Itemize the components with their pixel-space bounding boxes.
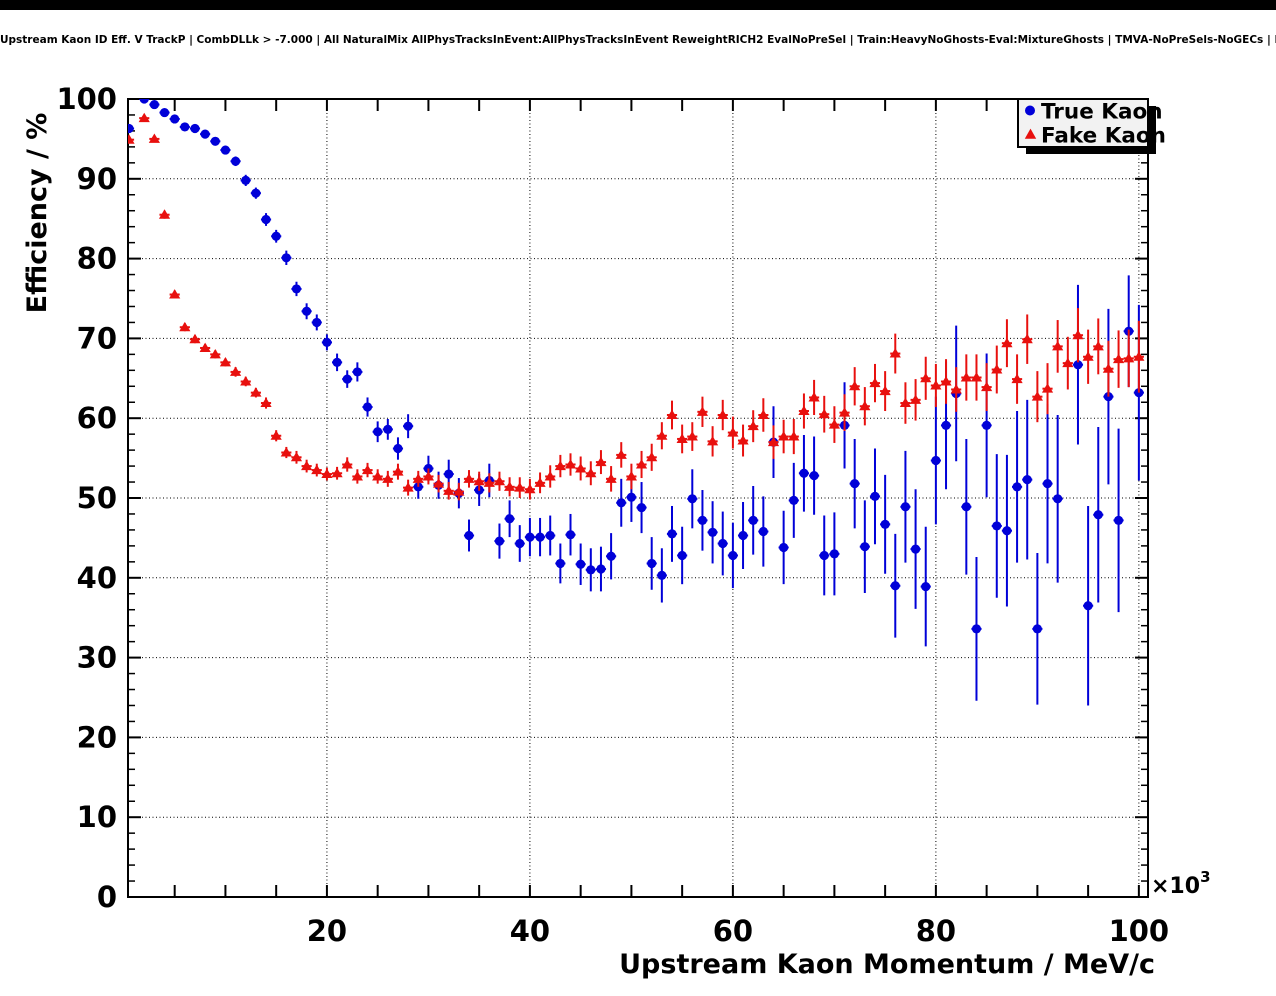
svg-text:60: 60 — [713, 914, 753, 948]
plot-title: Upstream Kaon ID Eff. V TrackP | CombDLL… — [0, 34, 1276, 46]
svg-text:40: 40 — [77, 561, 117, 595]
gridlines — [128, 99, 1148, 897]
window-top-bar — [0, 0, 1276, 10]
y-axis-title: Efficiency / % — [22, 113, 53, 314]
legend: True Kaon Fake Kaon — [1017, 98, 1166, 154]
plot-area: 20 40 60 80 100 0 10 20 30 40 50 60 70 80 90 100 — [56, 82, 1169, 948]
plot-frame — [127, 98, 1149, 898]
svg-text:10: 10 — [77, 800, 117, 834]
svg-text:70: 70 — [77, 321, 117, 355]
x-axis-multiplier: ×103 — [1151, 868, 1211, 899]
legend-box — [1017, 98, 1149, 148]
axis-ticks — [128, 99, 1148, 897]
legend-fake-kaon-label: Fake Kaon — [1041, 124, 1166, 149]
series-true-kaon — [128, 99, 1144, 706]
series-fake-kaon — [128, 112, 1145, 501]
x-axis-title: Upstream Kaon Momentum / MeV/c — [619, 949, 1155, 980]
legend-fake-kaon-marker-icon — [1024, 128, 1037, 139]
svg-text:20: 20 — [77, 720, 117, 754]
svg-text:20: 20 — [307, 914, 347, 948]
svg-text:90: 90 — [77, 162, 117, 196]
svg-text:50: 50 — [77, 481, 117, 515]
y-tick-labels: 0 10 20 30 40 50 60 70 80 90 100 — [56, 82, 117, 914]
legend-true-kaon-marker-icon — [1025, 105, 1035, 116]
svg-text:80: 80 — [77, 242, 117, 276]
svg-text:40: 40 — [510, 914, 550, 948]
svg-text:30: 30 — [77, 641, 117, 675]
svg-text:100: 100 — [1109, 914, 1170, 948]
svg-text:80: 80 — [916, 914, 956, 948]
x-tick-labels: 20 40 60 80 100 — [307, 914, 1169, 948]
svg-text:60: 60 — [77, 401, 117, 435]
svg-text:100: 100 — [56, 82, 117, 116]
svg-text:0: 0 — [97, 880, 117, 914]
legend-true-kaon-label: True Kaon — [1041, 100, 1163, 125]
